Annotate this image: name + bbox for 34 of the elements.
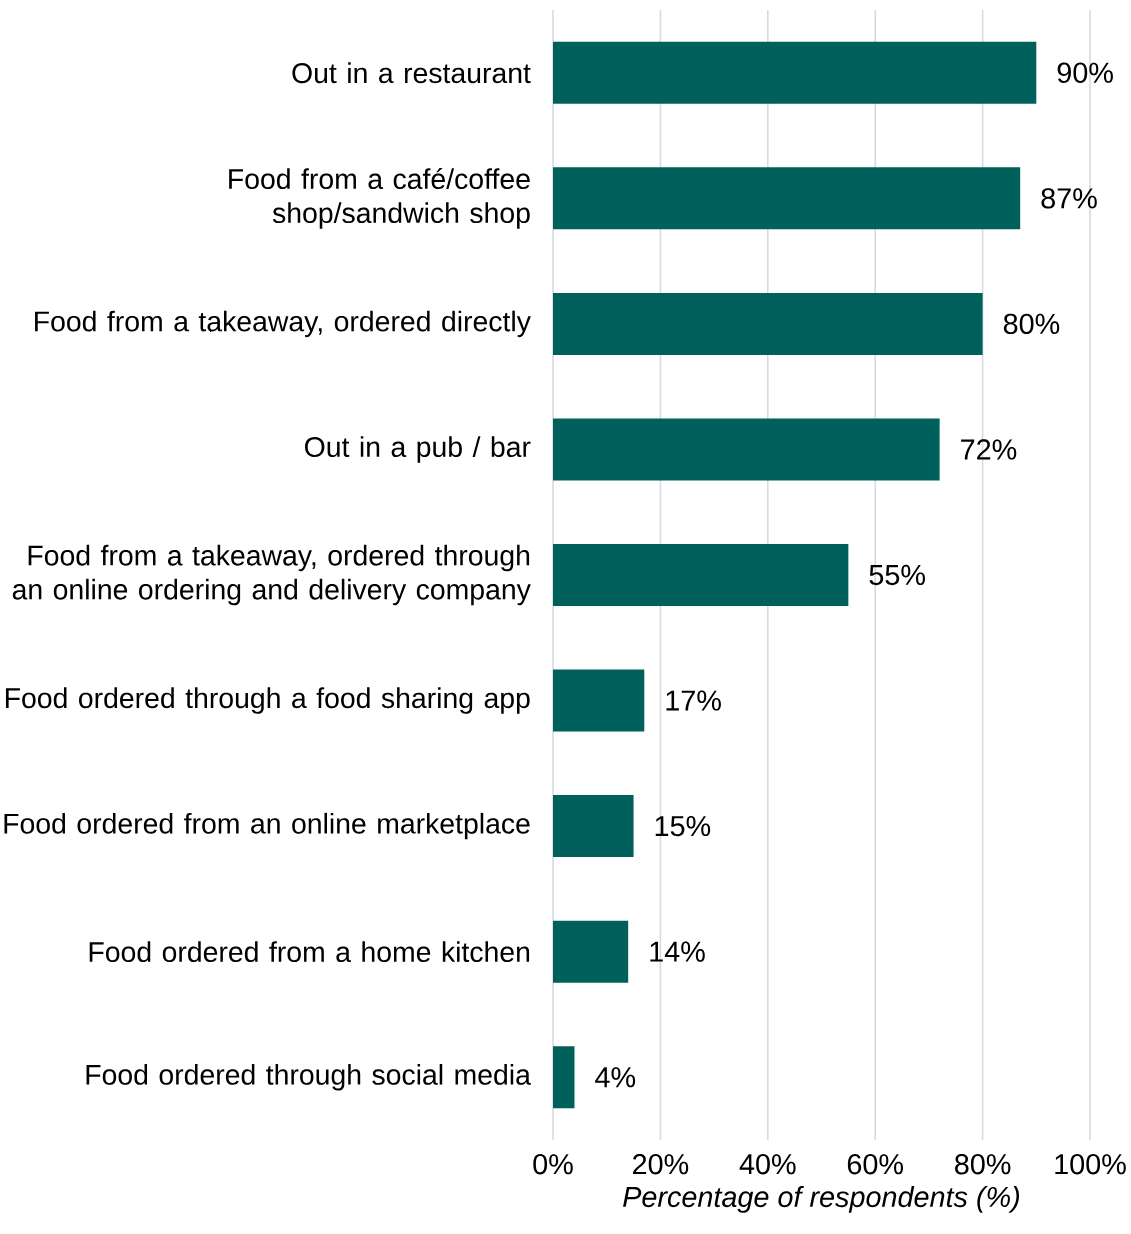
y-tick-label: Out in a restaurant xyxy=(292,62,531,84)
x-tick-label: 60% xyxy=(847,1154,903,1175)
data-label: 72% xyxy=(961,439,1017,460)
data-label: 80% xyxy=(1003,313,1060,335)
x-axis-title: Percentage of respondents (%) xyxy=(623,1186,1020,1213)
y-tick-label: Food ordered from an online marketplace xyxy=(4,812,530,840)
bar xyxy=(553,41,1037,104)
bar xyxy=(553,1046,575,1109)
y-tick-label: Food ordered from a home kitchen xyxy=(89,941,530,963)
y-tick-label: Food from a takeaway, ordered directly xyxy=(35,310,531,338)
x-tick-label: 40% xyxy=(739,1154,796,1175)
x-tick-label: 0% xyxy=(533,1154,573,1175)
data-label: 55% xyxy=(869,564,925,586)
bar xyxy=(553,544,849,606)
data-label: 87% xyxy=(1041,188,1097,209)
data-label: 15% xyxy=(655,815,711,837)
data-label: 4% xyxy=(595,1067,636,1088)
x-tick-label: 100% xyxy=(1055,1154,1126,1175)
bar xyxy=(553,920,629,983)
y-tick-label: Out in a pub / bar xyxy=(305,436,531,463)
data-label: 14% xyxy=(650,941,705,962)
y-tick-label: Food from a takeaway, ordered through an online ordering and delivery company xyxy=(12,544,531,606)
bar xyxy=(553,795,634,858)
bar xyxy=(553,292,983,355)
data-label: 90% xyxy=(1057,62,1113,83)
bar xyxy=(553,418,940,481)
y-tick-label: Food from a café/coffee shop/sandwich shop xyxy=(229,167,530,229)
y-tick-label: Food ordered through a food sharing app xyxy=(5,687,530,714)
bar xyxy=(553,167,1021,230)
data-label: 17% xyxy=(666,690,721,711)
x-tick-label: 80% xyxy=(955,1154,1011,1175)
x-tick-label: 20% xyxy=(633,1154,689,1175)
y-tick-label: Food ordered through social media xyxy=(86,1063,531,1091)
bar xyxy=(553,669,645,732)
